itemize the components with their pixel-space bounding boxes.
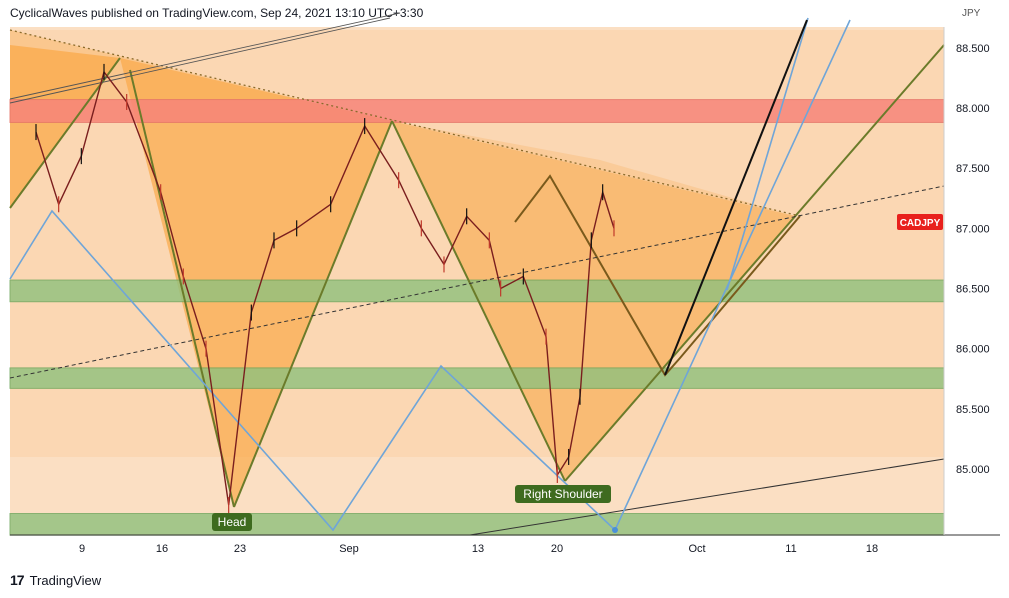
projection-line (664, 19, 808, 376)
x-tick-label: 9 (79, 543, 85, 555)
y-tick-label: 85.000 (956, 464, 990, 476)
last-price-tag (897, 214, 943, 230)
neck-wedge-fill (392, 121, 795, 216)
annotation-label: Head (218, 515, 247, 529)
pattern-leg-4 (564, 44, 945, 482)
x-tick-label: 18 (866, 543, 878, 555)
publisher-header: CyclicalWaves published on TradingView.c… (10, 6, 424, 20)
support-zone-3 (9, 513, 945, 536)
x-tick-label: Oct (688, 543, 705, 555)
x-tick-label: Sep (339, 543, 359, 555)
x-tick-label: 11 (785, 543, 796, 555)
channel-line-lower (469, 458, 945, 536)
x-tick-label: 23 (234, 543, 246, 555)
neckline (9, 185, 945, 379)
pattern-leg-1 (129, 69, 235, 508)
pattern-leg-3 (391, 120, 566, 482)
descending-trendline (9, 29, 801, 217)
pattern-leg-2 (233, 120, 393, 508)
axes: 85.000 85.500 86.000 86.500 87.000 87.500 88.0… (10, 8, 1000, 555)
tradingview-footer[interactable]: 17 TradingView (10, 572, 101, 588)
x-tick-label: 20 (551, 543, 563, 555)
y-tick-label: 86.500 (956, 283, 990, 295)
price-line (35, 70, 615, 506)
labels: CADJPY Head Right Shoulder (212, 214, 943, 531)
channel-line-upper (9, 17, 391, 104)
y-tick-label: 85.500 (956, 404, 990, 416)
y-tick-label: 87.000 (956, 223, 990, 235)
x-tick-label: 16 (156, 543, 168, 555)
left-shoulder-fill (10, 45, 120, 208)
tradingview-brand: TradingView (29, 572, 102, 588)
support-zone-2 (9, 367, 945, 389)
pattern-lines (9, 12, 945, 536)
annotation-box (212, 513, 252, 531)
tradingview-logo-icon: 17 (10, 572, 25, 588)
y-tick-label: 87.500 (956, 163, 990, 175)
y-tick-label: 88.000 (956, 103, 990, 115)
x-tick-label: 13 (472, 543, 484, 555)
cycle-low-marker (612, 527, 618, 533)
cycle-line-2 (726, 17, 809, 291)
channel-line-upper-2 (9, 12, 401, 100)
price-series (35, 63, 615, 514)
annotation-label: Right Shoulder (523, 487, 602, 501)
annotation-box (515, 485, 611, 503)
y-tick-label-top: 88.500 (956, 43, 990, 55)
currency-label: JPY (962, 8, 981, 19)
y-tick-label: 86.000 (956, 344, 990, 356)
cycle-line (9, 19, 851, 532)
last-price-label: CADJPY (900, 218, 941, 229)
